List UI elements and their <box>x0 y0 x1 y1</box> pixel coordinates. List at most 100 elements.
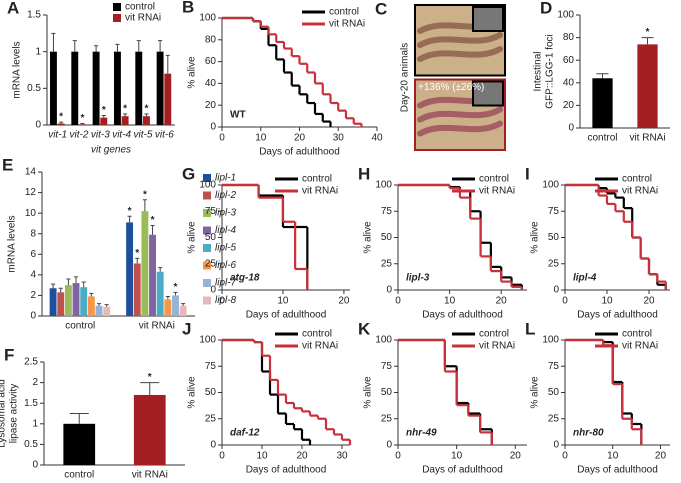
error-bar <box>104 304 109 307</box>
y-tick-label: 80 <box>205 34 217 45</box>
bar <box>57 292 65 316</box>
error-bar <box>165 54 170 74</box>
curve-label: lipl-4 <box>573 273 597 284</box>
panel-letter: J <box>182 319 191 338</box>
bar <box>121 116 129 125</box>
y-tick-label: 0 <box>35 120 41 131</box>
y-tick-label: 100 <box>557 10 574 21</box>
y-tick-label: 0 <box>568 123 574 134</box>
significance-mark: * <box>151 215 155 226</box>
error-bar <box>596 73 609 79</box>
y-tick-label: 50 <box>548 232 560 243</box>
y-tick-label: 0.5 <box>27 83 41 94</box>
y-tick-label: 0.5 <box>24 439 38 450</box>
legend-label: lipl-5 <box>215 243 237 254</box>
y-tick-label: 0 <box>210 122 216 133</box>
bar <box>79 124 86 125</box>
bar <box>95 305 103 316</box>
y-tick-label: 25 <box>381 413 393 424</box>
legend-swatch <box>203 261 211 270</box>
y-tick-label: 50 <box>381 232 393 243</box>
y-tick-label: 2 <box>32 377 38 388</box>
y-tick-label: 0 <box>210 440 216 451</box>
panel-letter: H <box>358 164 370 183</box>
x-axis-label: Days of adulthood <box>577 465 658 476</box>
x-axis-label: Days of adulthood <box>259 147 340 158</box>
significance-mark: * <box>143 189 147 200</box>
significance-mark: * <box>128 206 132 217</box>
significance-mark: * <box>135 248 139 259</box>
x-tick-label: 10 <box>607 451 619 462</box>
x-tick-label: 10 <box>277 296 289 307</box>
x-tick-label: control <box>65 321 95 332</box>
error-bar <box>101 114 106 118</box>
bar <box>133 394 166 465</box>
inset <box>472 6 504 32</box>
significance-mark: * <box>102 105 106 116</box>
legend-label: vit RNAi <box>329 19 365 30</box>
y-tick-label: 0 <box>553 285 559 296</box>
x-tick-label: vit-6 <box>155 130 174 141</box>
legend-label: lipl-1 <box>215 173 236 184</box>
y-axis-label: % alive <box>530 376 541 409</box>
y-tick-label: 75 <box>381 206 393 217</box>
y-tick-label: 60 <box>563 55 575 66</box>
legend-label: lipl-4 <box>215 225 237 236</box>
legend-swatch <box>113 14 121 22</box>
x-tick-label: 40 <box>371 133 383 144</box>
bar <box>135 51 143 125</box>
y-tick-label: 100 <box>199 180 216 191</box>
x-tick-label: 10 <box>256 451 268 462</box>
bar <box>172 295 179 316</box>
bar <box>637 44 658 128</box>
y-axis-label: lipase activity <box>9 384 20 443</box>
x-tick-label: vit-3 <box>91 130 110 141</box>
y-tick-label: 1.5 <box>24 398 38 409</box>
x-tick-label: 20 <box>496 296 508 307</box>
curve-label: nhr-80 <box>573 428 604 439</box>
bar <box>164 73 172 125</box>
significance-mark: * <box>145 104 149 115</box>
x-tick-label: 0 <box>219 296 225 307</box>
y-tick-label: 50 <box>548 387 560 398</box>
legend-swatch <box>113 3 121 11</box>
panel-letter: C <box>375 0 387 18</box>
error-bar <box>135 257 140 264</box>
y-tick-label: 75 <box>381 361 393 372</box>
error-bar <box>81 281 86 288</box>
error-bar <box>144 113 149 117</box>
legend-label: lipl-6 <box>215 260 237 271</box>
x-tick-label: vit-4 <box>112 130 131 141</box>
y-tick-label: 20 <box>205 100 217 111</box>
image-label: Day-20 animals <box>400 43 411 112</box>
bar <box>71 51 79 125</box>
y-tick-label: 0 <box>210 285 216 296</box>
y-tick-label: 2.5 <box>24 357 38 368</box>
y-tick-label: 100 <box>375 180 392 191</box>
bar <box>113 51 121 125</box>
y-tick-label: 75 <box>205 206 217 217</box>
error-bar <box>66 278 71 286</box>
error-bar <box>150 224 155 235</box>
significance-mark: * <box>81 113 85 124</box>
legend-label: control <box>622 174 652 185</box>
bar <box>149 234 156 316</box>
x-axis-label: Days of adulthood <box>246 465 327 476</box>
panel-letter: A <box>7 0 19 17</box>
x-axis-label: vit genes <box>91 145 131 156</box>
legend-swatch <box>203 191 211 200</box>
x-tick-label: control <box>64 470 94 481</box>
y-tick-label: 1 <box>35 46 41 57</box>
error-bar <box>136 40 141 52</box>
error-bar <box>123 113 128 117</box>
y-tick-label: 1.5 <box>27 10 41 21</box>
x-tick-label: 30 <box>336 451 348 462</box>
panel-letter: B <box>182 0 194 16</box>
y-tick-label: 75 <box>548 206 560 217</box>
legend-label: lipl-2 <box>215 190 237 201</box>
x-tick-label: 20 <box>655 451 667 462</box>
y-tick-label: 100 <box>199 13 216 24</box>
legend-swatch <box>203 209 211 217</box>
y-axis-label: % alive <box>187 376 198 409</box>
